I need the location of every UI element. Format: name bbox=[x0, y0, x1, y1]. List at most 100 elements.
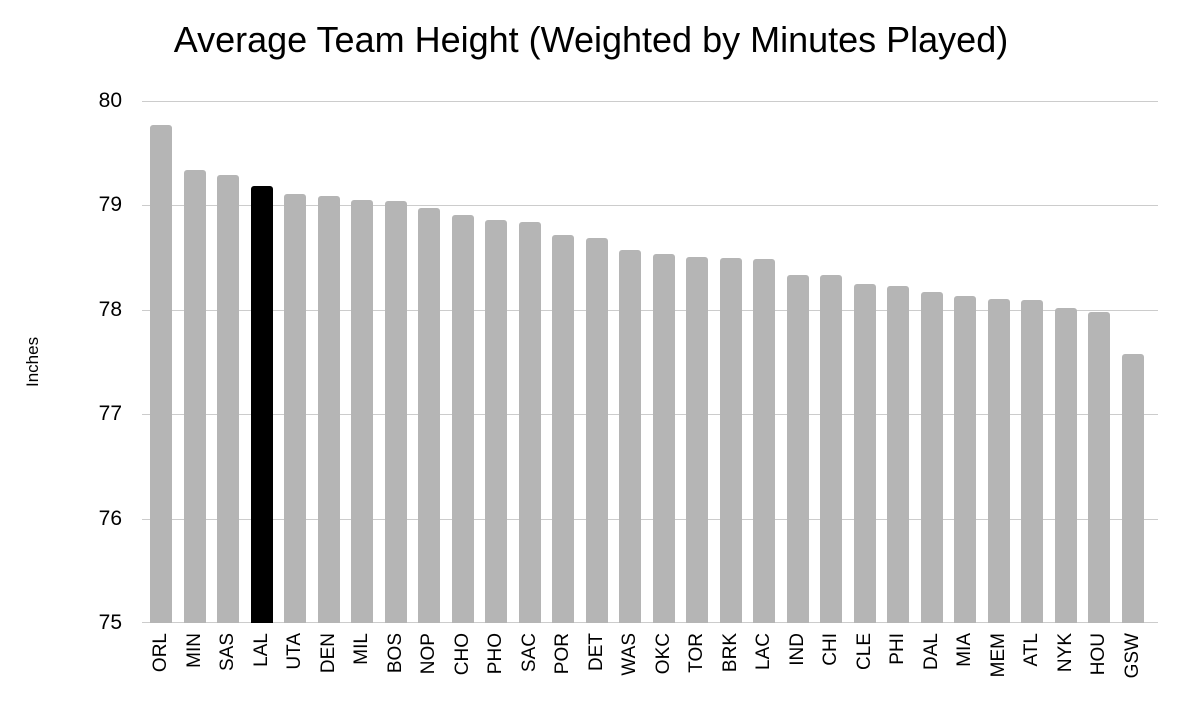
bar-lac bbox=[753, 258, 776, 623]
x-axis-label-phi: PHI bbox=[887, 633, 909, 665]
bar-nyk bbox=[1054, 307, 1077, 623]
x-axis-label-gsw: GSW bbox=[1121, 633, 1143, 679]
x-label-slot-uta: UTA bbox=[284, 633, 306, 713]
x-label-slot-hou: HOU bbox=[1088, 633, 1110, 713]
x-axis-label-cle: CLE bbox=[853, 633, 875, 670]
x-label-slot-cho: CHO bbox=[452, 633, 474, 713]
bar-sas bbox=[217, 175, 240, 623]
bar-nop bbox=[418, 207, 441, 623]
x-label-slot-bos: BOS bbox=[385, 633, 407, 713]
y-tick-label-78: 78 bbox=[98, 298, 122, 321]
x-label-slot-ind: IND bbox=[787, 633, 809, 713]
bar-was bbox=[619, 250, 642, 623]
bar-cle bbox=[853, 283, 876, 623]
y-tick-label-76: 76 bbox=[98, 507, 122, 530]
bar-dal bbox=[920, 292, 943, 623]
x-axis-label-cho: CHO bbox=[451, 633, 473, 676]
chart-title: Average Team Height (Weighted by Minutes… bbox=[173, 19, 1009, 60]
x-axis-label-mil: MIL bbox=[351, 633, 373, 665]
x-axis-label-okc: OKC bbox=[652, 633, 674, 675]
x-axis-label-nop: NOP bbox=[418, 633, 440, 675]
x-axis-label-pho: PHO bbox=[485, 633, 507, 675]
x-label-slot-chi: CHI bbox=[820, 633, 842, 713]
x-label-slot-gsw: GSW bbox=[1122, 633, 1144, 713]
x-label-slot-lac: LAC bbox=[753, 633, 775, 713]
x-axis-label-dal: DAL bbox=[920, 633, 942, 670]
x-label-slot-brk: BRK bbox=[720, 633, 742, 713]
x-label-slot-por: POR bbox=[552, 633, 574, 713]
bar-min bbox=[183, 169, 206, 623]
x-axis-label-lal: LAL bbox=[250, 633, 272, 667]
bar-okc bbox=[652, 254, 675, 623]
x-axis-label-atl: ATL bbox=[1021, 633, 1043, 667]
x-label-slot-nop: NOP bbox=[418, 633, 440, 713]
gridline-76 bbox=[142, 519, 1158, 520]
x-axis-label-mia: MIA bbox=[954, 633, 976, 667]
bar-tor bbox=[686, 256, 709, 623]
bar-cho bbox=[451, 214, 474, 623]
bar-phi bbox=[887, 285, 910, 623]
x-axis-label-ind: IND bbox=[786, 633, 808, 666]
x-label-slot-min: MIN bbox=[184, 633, 206, 713]
y-tick-label-79: 79 bbox=[98, 193, 122, 216]
bar-sac bbox=[518, 222, 541, 623]
bar-por bbox=[552, 234, 575, 623]
bar-mem bbox=[987, 299, 1010, 623]
x-axis-label-nyk: NYK bbox=[1054, 633, 1076, 673]
x-label-slot-lal: LAL bbox=[251, 633, 273, 713]
bar-brk bbox=[719, 257, 742, 623]
x-axis-label-sas: SAS bbox=[217, 633, 239, 672]
bar-bos bbox=[384, 201, 407, 623]
y-axis-title: Inches bbox=[23, 336, 42, 388]
x-label-slot-mia: MIA bbox=[954, 633, 976, 713]
bar-det bbox=[585, 237, 608, 623]
gridline-78 bbox=[142, 310, 1158, 311]
x-axis-label-brk: BRK bbox=[719, 633, 741, 673]
x-axis-label-por: POR bbox=[552, 633, 574, 675]
x-label-slot-sac: SAC bbox=[519, 633, 541, 713]
x-axis-label-chi: CHI bbox=[820, 633, 842, 666]
y-tick-label-80: 80 bbox=[98, 89, 122, 112]
y-tick-label-77: 77 bbox=[98, 402, 122, 425]
x-label-slot-den: DEN bbox=[318, 633, 340, 713]
bar-gsw bbox=[1121, 353, 1144, 623]
x-label-slot-phi: PHI bbox=[887, 633, 909, 713]
bar-lal bbox=[250, 185, 273, 623]
x-label-slot-nyk: NYK bbox=[1055, 633, 1077, 713]
gridline-75 bbox=[142, 622, 1158, 623]
x-axis-label-bos: BOS bbox=[384, 633, 406, 674]
x-label-slot-cle: CLE bbox=[854, 633, 876, 713]
x-axis-labels: ORL MIN SAS LAL UTA DEN MIL BOS NOP CHO PHO SAC POR D… bbox=[150, 633, 1144, 713]
x-label-slot-was: WAS bbox=[619, 633, 641, 713]
gridline-77 bbox=[142, 414, 1158, 415]
x-axis-label-hou: HOU bbox=[1088, 633, 1110, 676]
bar-den bbox=[317, 196, 340, 623]
x-axis-label-sac: SAC bbox=[518, 633, 540, 673]
x-axis-label-was: WAS bbox=[619, 633, 641, 676]
x-label-slot-sas: SAS bbox=[217, 633, 239, 713]
x-label-slot-dal: DAL bbox=[921, 633, 943, 713]
x-label-slot-okc: OKC bbox=[653, 633, 675, 713]
x-label-slot-orl: ORL bbox=[150, 633, 172, 713]
bar-orl bbox=[150, 125, 172, 623]
x-axis-label-mem: MEM bbox=[987, 633, 1009, 678]
x-axis-label-tor: TOR bbox=[686, 633, 708, 673]
x-label-slot-tor: TOR bbox=[686, 633, 708, 713]
gridline-80 bbox=[142, 101, 1158, 102]
x-axis-label-uta: UTA bbox=[284, 633, 306, 670]
x-axis-label-orl: ORL bbox=[150, 633, 171, 673]
bar-atl bbox=[1021, 300, 1044, 623]
plot-area bbox=[142, 101, 1158, 623]
x-axis-label-det: DET bbox=[585, 633, 607, 671]
bar-chi bbox=[820, 275, 843, 623]
bar-pho bbox=[485, 220, 508, 623]
bar-hou bbox=[1088, 311, 1111, 623]
gridline-79 bbox=[142, 205, 1158, 206]
x-label-slot-det: DET bbox=[586, 633, 608, 713]
bar-uta bbox=[284, 193, 307, 623]
x-axis-label-lac: LAC bbox=[753, 633, 775, 670]
bar-mil bbox=[351, 200, 374, 623]
x-label-slot-mil: MIL bbox=[351, 633, 373, 713]
bar-ind bbox=[786, 275, 809, 623]
